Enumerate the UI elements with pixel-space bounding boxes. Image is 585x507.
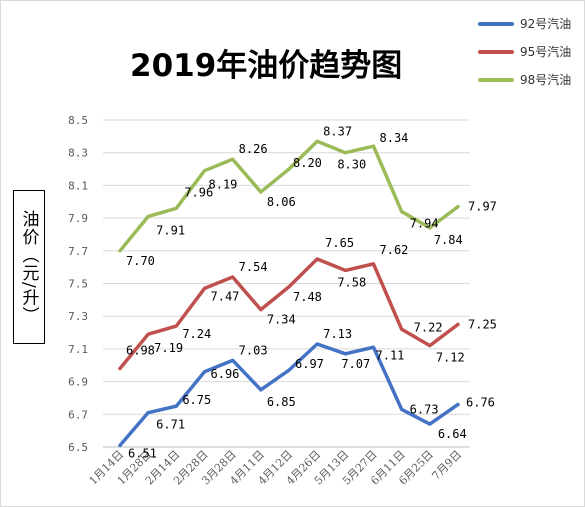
y-tick-label: 6.7	[68, 408, 88, 421]
data-label: 6.73	[410, 402, 439, 416]
legend-label-98: 98号汽油	[520, 73, 572, 87]
data-label: 6.98	[126, 344, 155, 358]
y-tick-label: 8.3	[68, 147, 88, 160]
data-label: 7.97	[468, 200, 497, 214]
data-label: 7.13	[323, 327, 352, 341]
data-label: 7.65	[325, 236, 354, 250]
data-label: 7.58	[337, 275, 366, 289]
data-label: 7.47	[211, 289, 240, 303]
data-label: 6.96	[211, 367, 240, 381]
data-label: 7.22	[414, 320, 443, 334]
data-label: 6.97	[295, 357, 324, 371]
legend-label-95: 95号汽油	[520, 45, 572, 59]
data-label: 6.51	[128, 446, 157, 460]
data-label: 6.71	[156, 418, 185, 432]
data-label: 7.54	[239, 260, 268, 274]
data-label: 8.34	[380, 131, 409, 145]
y-tick-label: 8.5	[68, 114, 88, 127]
legend-swatch-98	[478, 78, 514, 82]
data-label: 7.48	[293, 290, 322, 304]
legend-label-92: 92号汽油	[520, 17, 572, 31]
chart-title: 2019年油价趋势图	[130, 48, 403, 84]
y-tick-label: 7.3	[68, 310, 88, 323]
data-label: 7.96	[184, 185, 213, 199]
y-tick-label: 7.9	[68, 212, 88, 225]
y-axis-label-box: 油价（元/升）	[13, 190, 45, 344]
data-label: 8.30	[337, 158, 366, 172]
data-label: 7.91	[156, 223, 185, 237]
data-label: 6.64	[438, 427, 467, 441]
data-label: 7.19	[154, 341, 183, 355]
legend-swatch-95	[478, 50, 514, 54]
y-tick-label: 6.9	[68, 376, 88, 389]
data-label: 7.03	[239, 343, 268, 357]
data-label: 7.07	[341, 357, 370, 371]
data-label: 7.11	[376, 348, 405, 362]
data-label: 7.62	[380, 243, 409, 257]
data-label: 8.26	[239, 142, 268, 156]
y-tick-label: 6.5	[68, 441, 88, 454]
data-label: 8.20	[293, 156, 322, 170]
legend-swatch-92	[478, 22, 514, 26]
data-label: 6.75	[182, 393, 211, 407]
data-label: 7.12	[436, 351, 465, 365]
y-tick-label: 8.1	[68, 179, 88, 192]
data-label: 7.84	[434, 233, 463, 247]
y-tick-label: 7.7	[68, 245, 88, 258]
data-label: 6.85	[267, 395, 296, 409]
data-label: 7.25	[468, 317, 497, 331]
data-label: 7.70	[126, 254, 155, 268]
data-label: 6.76	[466, 395, 495, 409]
data-label: 7.34	[267, 313, 296, 327]
y-axis-label: 油价（元/升）	[18, 209, 39, 325]
y-tick-label: 7.5	[68, 278, 88, 291]
x-tick-label: 7月9日	[429, 448, 464, 483]
data-label: 7.94	[410, 217, 439, 231]
data-label: 8.19	[209, 178, 238, 192]
y-tick-label: 7.1	[68, 343, 88, 356]
data-label: 7.24	[182, 327, 211, 341]
data-label: 8.06	[267, 195, 296, 209]
data-label: 8.37	[323, 124, 352, 138]
